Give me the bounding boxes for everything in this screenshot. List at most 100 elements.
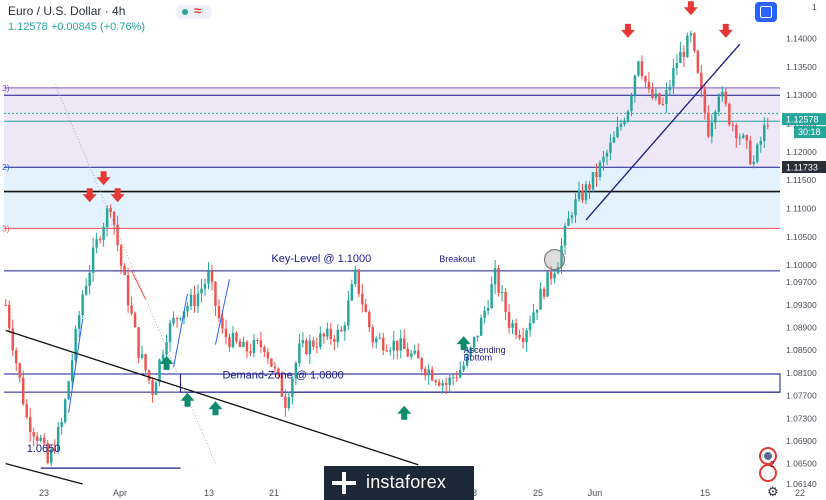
candle [640,55,644,80]
candle-body [472,337,476,348]
gear-icon[interactable]: ⚙ [767,484,779,499]
candle [42,433,46,446]
candle-body [354,269,357,285]
candles [4,30,769,467]
candle [49,445,53,467]
x-tick-label: Jun [588,488,603,498]
candle-body [430,369,434,381]
candle-body [228,337,231,348]
candle [151,377,154,403]
candle-body [53,448,56,452]
candle-body [221,318,224,329]
candle-body [270,358,273,367]
candle-body [256,340,259,342]
candle [56,422,60,454]
candle [525,327,528,352]
candle-body [668,86,672,90]
green-up-arrow-icon [159,355,174,370]
candle-body [616,126,619,138]
candle-body [322,333,326,337]
candle [745,134,749,149]
x-tick-label: 23 [39,488,49,498]
candle-body [123,265,126,276]
candle-body [504,291,507,313]
candle-body [469,347,472,357]
candle-body [458,369,462,378]
status-pill[interactable]: ≈ [176,3,212,19]
candle [217,299,221,323]
candle [308,334,312,364]
candle-body [207,271,210,284]
candle-body [462,365,465,370]
fullscreen-button[interactable] [755,2,777,22]
x-tick-label: Apr [113,488,127,498]
y-tick-label: 1.11000 [786,204,816,214]
candle [382,332,385,356]
candle [434,378,437,386]
candle-body [560,245,563,267]
candle-body [277,368,280,376]
candle [763,117,766,149]
candle [521,327,525,349]
move-arrow-line [68,319,84,413]
candle-body [637,61,640,76]
candle [179,317,182,321]
candle [532,303,535,324]
candle-body [203,283,207,289]
candle [168,319,172,352]
candle [490,276,493,309]
candle-body [22,377,25,405]
candle [350,279,354,302]
candle-body [140,354,144,358]
candle-body [382,337,385,351]
candle-body [658,93,661,105]
candle [756,142,759,164]
candle [714,109,717,129]
y-tick-label: 1.09300 [786,300,817,310]
candle-body [693,33,696,51]
y-tick-label: 1.13500 [786,62,817,72]
candle-body [189,294,193,307]
candle-body [588,184,591,190]
candle [340,325,343,333]
candle-body [644,76,647,82]
candle [647,72,651,94]
candle-body [609,142,612,153]
candle [263,345,266,358]
fib-label: 2) [2,162,10,172]
candle [458,361,462,379]
candle [476,335,479,342]
flag-badge-icon[interactable]: 2 [759,460,777,482]
wave-icon: ≈ [194,3,202,18]
candle-body [525,330,528,343]
candle-body [612,137,616,143]
candle-body [186,306,189,312]
candle-body [35,436,39,441]
red-down-arrow-icon [82,188,97,203]
candle-body [175,317,179,319]
candle-body [361,293,364,305]
candle [214,281,217,316]
candle-body [696,50,700,73]
candle-body [371,327,374,343]
candle [95,232,98,254]
candle [35,432,39,447]
y-tick-label: 1.06900 [786,436,817,446]
candle-body [63,399,67,423]
candle-body [263,347,266,353]
candle [315,337,319,354]
candle [312,336,315,351]
candle [689,30,693,43]
candle-body [56,426,60,452]
candle-body [766,125,769,127]
candle-body [329,328,333,340]
candle [738,133,742,145]
candle-body [539,288,542,310]
last-price-tag [782,113,826,126]
candle-body [602,156,605,163]
top-scale-label: 1 [812,2,817,12]
candle-body [49,448,53,463]
candle [672,58,675,94]
